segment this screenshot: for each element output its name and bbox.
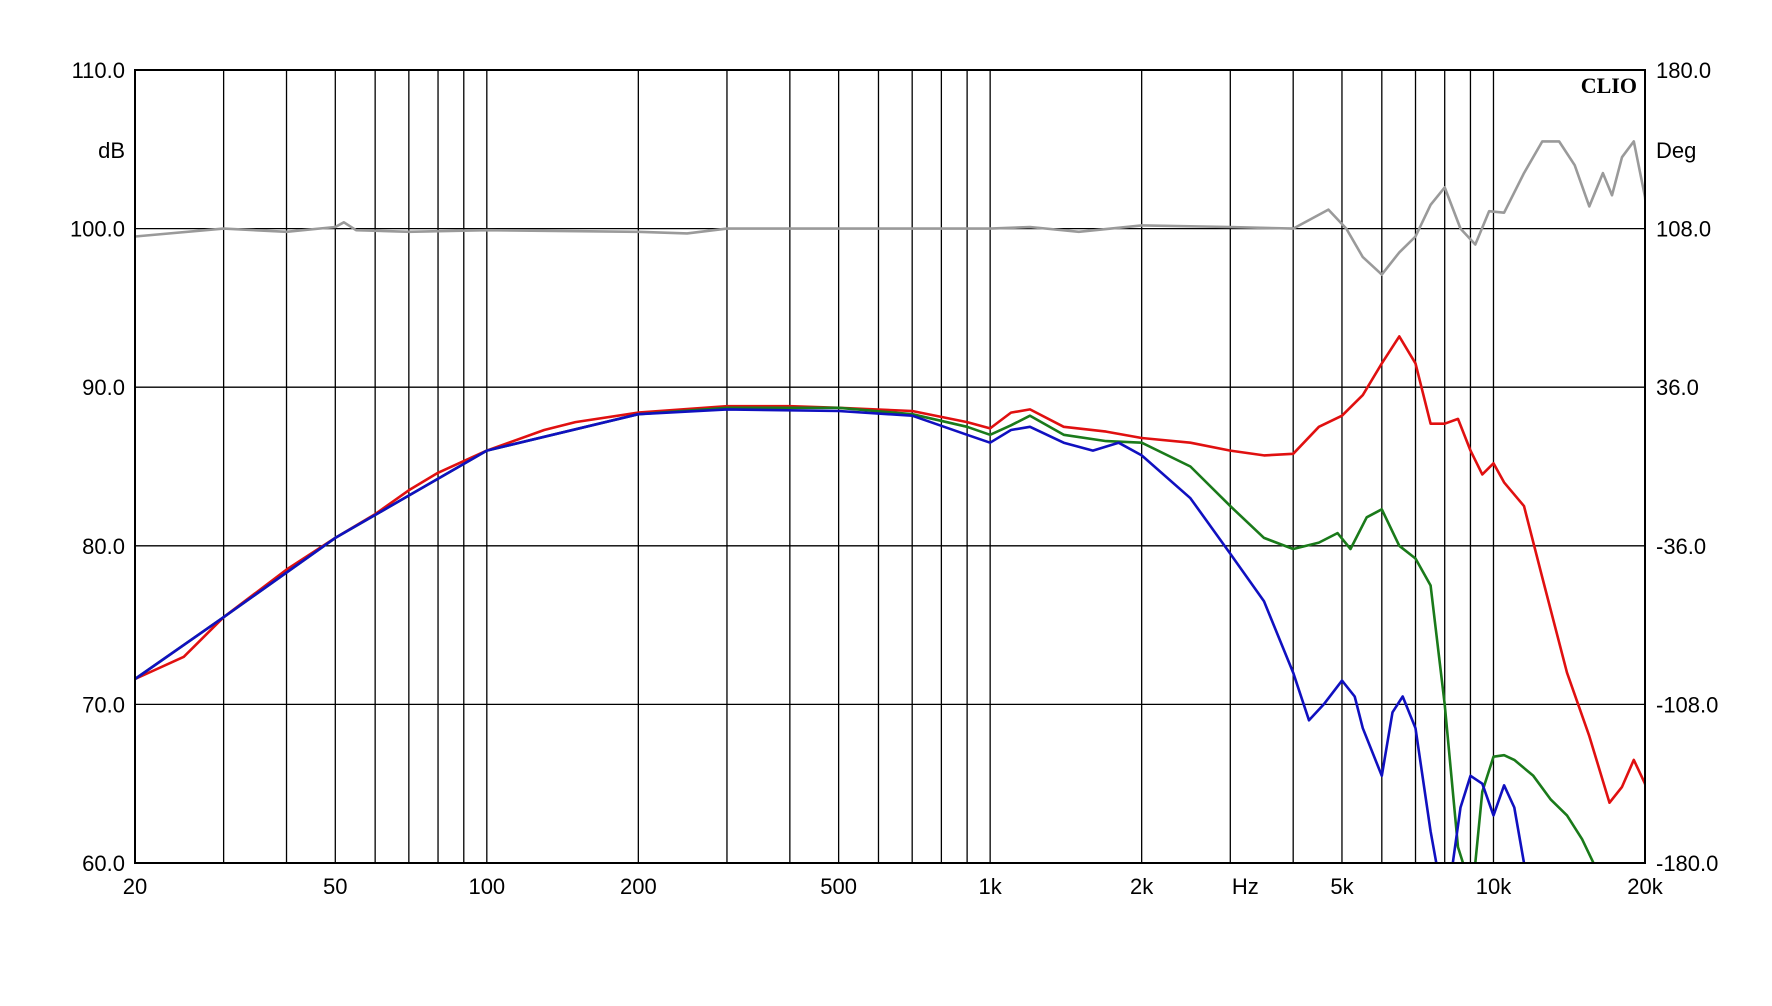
y-right-tick-label: -36.0 — [1656, 534, 1706, 559]
y-axis-right-unit-label: Deg — [1656, 138, 1696, 163]
y-axis-left-unit-label: dB — [98, 138, 125, 163]
y-right-tick-label: 108.0 — [1656, 217, 1711, 242]
series-line-2 — [135, 406, 1465, 863]
series-line-4 — [1474, 753, 1595, 863]
x-axis-unit-label: Hz — [1232, 874, 1259, 899]
x-tick-label: 100 — [468, 874, 505, 899]
x-tick-label: 50 — [323, 874, 347, 899]
y-left-tick-label: 80.0 — [82, 534, 125, 559]
series-layer — [135, 140, 1645, 863]
series-line-0 — [135, 140, 1645, 276]
y-left-tick-label: 60.0 — [82, 851, 125, 876]
x-tick-label: 20 — [123, 874, 147, 899]
label-layer: 20 50 100 200 500 1k 2k 5k 10k 20k 60.0 70.0 80.0 90.… — [70, 58, 1718, 899]
x-tick-label: 2k — [1130, 874, 1154, 899]
x-tick-label: 200 — [620, 874, 657, 899]
x-tick-label: 20k — [1627, 874, 1663, 899]
x-tick-label: 500 — [820, 874, 857, 899]
y-left-tick-label: 70.0 — [82, 692, 125, 717]
series-line-5 — [1451, 774, 1526, 863]
brand-label: CLIO — [1581, 73, 1637, 98]
y-right-tick-label: -180.0 — [1656, 851, 1718, 876]
y-right-tick-label: 180.0 — [1656, 58, 1711, 83]
y-left-tick-label: 100.0 — [70, 217, 125, 242]
x-tick-label: 1k — [979, 874, 1003, 899]
series-line-3 — [135, 408, 1438, 863]
y-right-tick-label: 36.0 — [1656, 375, 1699, 400]
x-tick-label: 5k — [1330, 874, 1354, 899]
y-left-tick-label: 110.0 — [72, 58, 125, 83]
y-left-tick-label: 90.0 — [82, 375, 125, 400]
y-right-tick-label: -108.0 — [1656, 692, 1718, 717]
x-tick-label: 10k — [1476, 874, 1512, 899]
plot-frame — [134, 69, 1646, 864]
